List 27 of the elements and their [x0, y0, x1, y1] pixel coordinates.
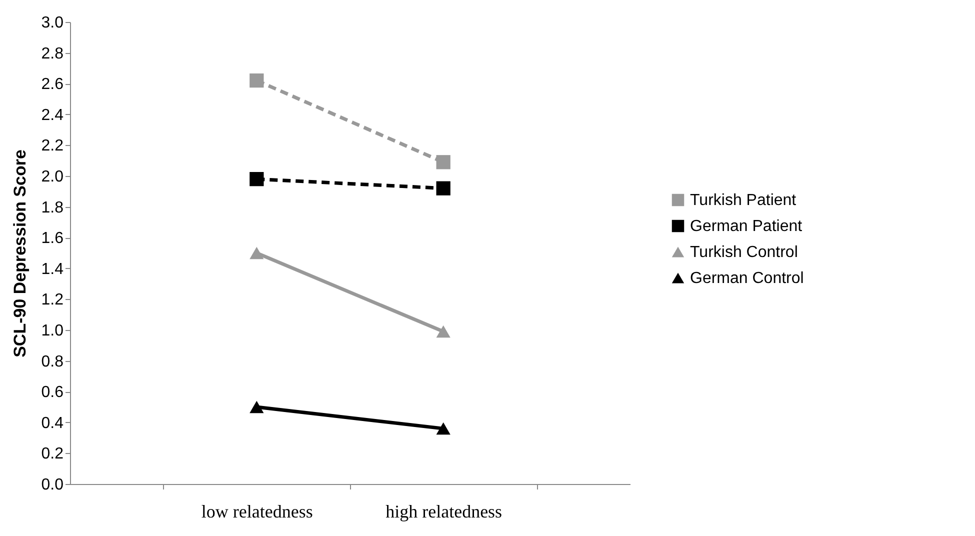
y-tick-label: 1.4	[41, 260, 64, 278]
y-tick-label: 2.4	[41, 106, 64, 124]
y-tick-label: 1.8	[41, 199, 64, 216]
y-tick-label: 1.6	[41, 230, 64, 248]
y-tick-label: 3.0	[41, 14, 64, 32]
point	[250, 172, 264, 186]
y-tick-label: 0.2	[41, 446, 64, 463]
y-tick-label: 2.2	[41, 138, 64, 155]
x-tick-label: low relatedness	[201, 502, 313, 522]
legend-label: Turkish Patient	[690, 192, 797, 209]
y-tick-label: 0.6	[41, 384, 64, 402]
point	[250, 73, 264, 88]
y-axis-title: SCL-90 Depression Score	[10, 150, 30, 358]
point	[436, 181, 450, 196]
x-tick-label: high relatedness	[386, 502, 502, 522]
point	[436, 155, 450, 170]
legend-label: Turkish Control	[690, 244, 798, 261]
y-tick-label: 2.6	[41, 76, 64, 94]
y-tick-label: 2.0	[41, 168, 64, 186]
y-tick-label: 0.8	[41, 353, 64, 370]
y-tick-label: 2.8	[41, 45, 64, 62]
legend-label: German Patient	[690, 218, 803, 235]
y-tick-label: 1.2	[41, 292, 64, 309]
legend-label: German Control	[690, 270, 804, 287]
y-tick-label: 0.4	[41, 414, 64, 432]
y-tick-label: 0.0	[41, 476, 64, 494]
y-tick-label: 1.0	[41, 322, 64, 340]
